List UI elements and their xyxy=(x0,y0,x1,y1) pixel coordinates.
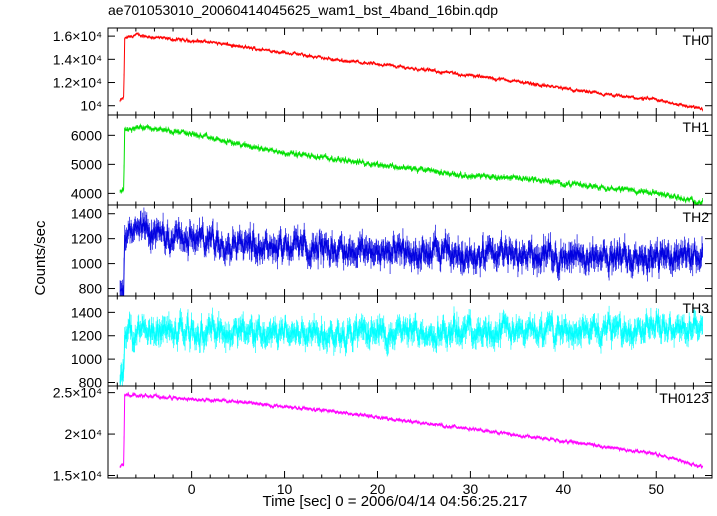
panel-th2: 1400 1200 1000 800 TH2 xyxy=(71,204,713,297)
series-line-th3 xyxy=(119,315,703,384)
y-tick-label: 800 xyxy=(79,281,103,297)
panel-label: TH2 xyxy=(683,209,710,225)
panel-label: TH0 xyxy=(683,32,710,48)
panels-layer: 1.6×10⁴ 1.4×10⁴ 1.2×10⁴ 10⁴ TH0 6000 5000 4000 T… xyxy=(53,27,713,497)
y-tick-label: 1400 xyxy=(71,304,102,320)
series-th0 xyxy=(119,32,704,112)
panel-th0: 1.6×10⁴ 1.4×10⁴ 1.2×10⁴ 10⁴ TH0 xyxy=(53,27,713,116)
x-tick-label: 10 xyxy=(277,481,293,497)
y-tick-label: 1000 xyxy=(71,351,102,367)
x-axis-label: Time [sec] 0 = 2006/04/14 04:56:25.217 xyxy=(262,493,527,510)
panel-th0123: 2.5×10⁴ 2×10⁴ 1.5×10⁴ TH0123 xyxy=(53,385,713,484)
series-th3 xyxy=(119,305,703,386)
y-tick-label: 1.4×10⁴ xyxy=(53,51,102,67)
y-tick-label: 1200 xyxy=(71,328,102,344)
y-tick-label: 6000 xyxy=(71,127,102,143)
series-line-th1 xyxy=(119,124,704,205)
y-tick-label: 2×10⁴ xyxy=(64,426,102,442)
panel-frame xyxy=(107,385,713,479)
y-tick-label: 1.6×10⁴ xyxy=(53,28,102,44)
x-tick-label: 40 xyxy=(556,481,572,497)
series-line-th0 xyxy=(119,32,704,111)
y-tick-label: 5000 xyxy=(71,156,102,172)
series-line-th2 xyxy=(119,217,704,296)
chart-title: ae701053010_20060414045625_wam1_bst_4ban… xyxy=(108,2,499,18)
y-tick-label: 1.2×10⁴ xyxy=(53,75,102,91)
panel-label: TH3 xyxy=(683,300,710,316)
panel-th3: 1400 1200 1000 800 TH3 xyxy=(71,295,713,390)
y-tick-label: 1.5×10⁴ xyxy=(53,468,102,484)
panel-label: TH0123 xyxy=(659,390,709,406)
panel-label: TH1 xyxy=(683,119,710,135)
y-tick-label: 2.5×10⁴ xyxy=(53,385,102,401)
series-line-th0123 xyxy=(119,391,703,468)
error-bars-th0 xyxy=(119,32,703,112)
x-tick-label: 30 xyxy=(463,481,479,497)
series-th2 xyxy=(119,207,704,296)
panel-frame xyxy=(107,114,713,206)
y-tick-label: 4000 xyxy=(71,185,102,201)
y-axis-label: Counts/sec xyxy=(32,220,49,296)
error-bars-th0123 xyxy=(119,392,703,469)
y-tick-label: 1200 xyxy=(71,231,102,247)
y-tick-label: 800 xyxy=(79,374,103,390)
y-tick-label: 1000 xyxy=(71,256,102,272)
y-tick-label: 10⁴ xyxy=(80,98,102,114)
error-bars-th3 xyxy=(119,305,703,386)
x-tick-label: 50 xyxy=(648,481,664,497)
x-tick-label: 20 xyxy=(370,481,386,497)
y-tick-label: 1400 xyxy=(71,206,102,222)
series-th0123 xyxy=(119,391,703,469)
panel-th1: 6000 5000 4000 TH1 xyxy=(71,114,713,206)
series-th1 xyxy=(119,123,704,205)
x-tick-label: 0 xyxy=(188,481,196,497)
